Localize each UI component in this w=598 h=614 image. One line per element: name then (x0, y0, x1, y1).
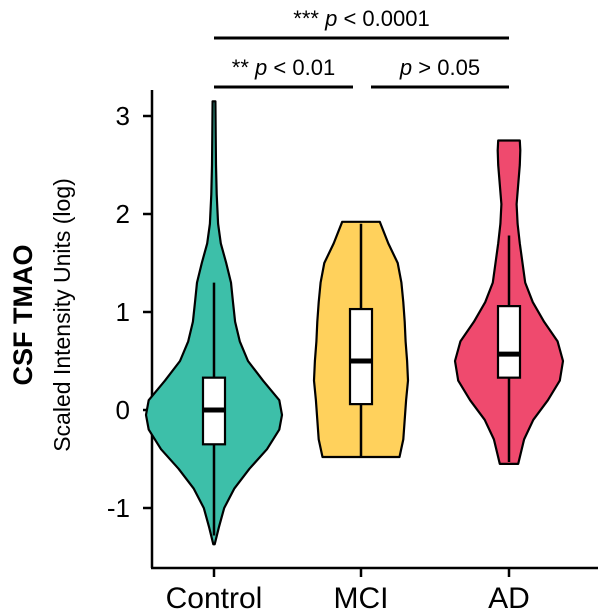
violin-mci (312, 220, 410, 459)
axes (150, 90, 598, 570)
y-tick-label: 1 (116, 297, 130, 327)
iqr-box (496, 305, 522, 379)
x-tick-label: AD (488, 582, 530, 614)
violin-ad (453, 139, 565, 465)
y-tick-label: 0 (116, 395, 130, 425)
significance-label: *** p < 0.0001 (293, 6, 429, 31)
significance-stars: *** (293, 6, 325, 31)
y-tick-label: 2 (116, 199, 130, 229)
y-ticks: -1 0 1 2 3 (107, 101, 152, 523)
p-symbol: p (324, 6, 337, 31)
iqr-box (348, 307, 374, 406)
y-tick-label: 3 (116, 101, 130, 131)
significance-stars: ** (232, 55, 255, 80)
y-axis-title: CSF TMAO (8, 245, 38, 386)
significance-annotations: *** p < 0.0001** p < 0.01 p > 0.05 (214, 6, 509, 89)
p-relation: > 0.05 (412, 55, 480, 80)
x-tick-label: MCI (334, 582, 389, 614)
significance-label: ** p < 0.01 (232, 55, 335, 80)
violins (144, 100, 565, 546)
p-relation: < 0.01 (267, 55, 335, 80)
p-symbol: p (399, 55, 412, 80)
x-tick-labels: Control MCI AD (166, 568, 530, 614)
significance-label: p > 0.05 (399, 55, 480, 80)
y-tick-label: -1 (107, 493, 130, 523)
x-tick-label: Control (166, 582, 263, 614)
y-axis-title-group: CSF TMAO Scaled Intensity Units (log) (8, 178, 75, 452)
p-symbol: p (254, 55, 267, 80)
violin-control (144, 100, 284, 546)
p-relation: < 0.0001 (337, 6, 429, 31)
y-axis-subtitle: Scaled Intensity Units (log) (49, 178, 75, 452)
